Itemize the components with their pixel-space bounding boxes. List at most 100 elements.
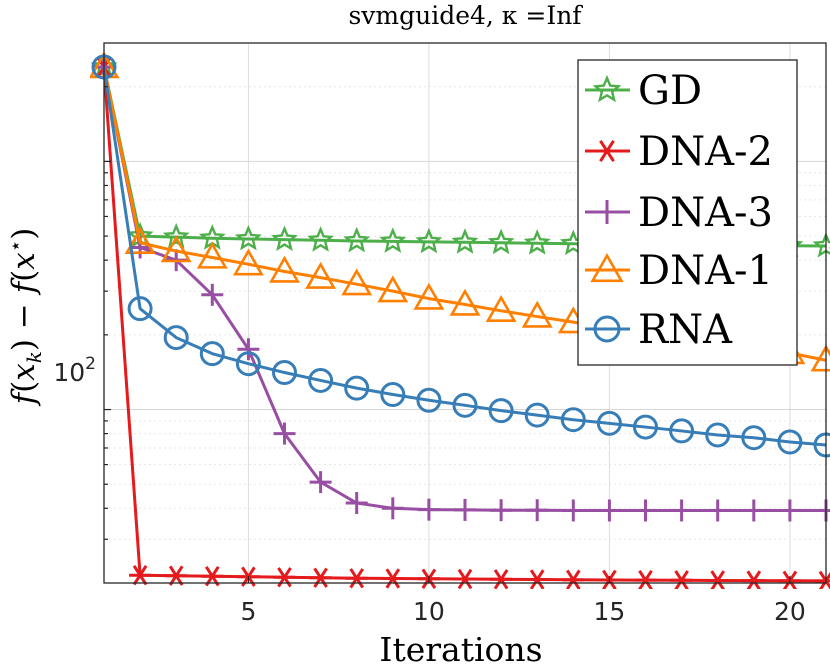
y-axis-label: f(xk) − f(x⋆) [3,228,46,407]
data-point-dna-3 [201,283,224,306]
x-tick-label: 10 [413,597,445,626]
data-point-dna-3 [417,498,440,521]
data-point-rna [669,418,695,444]
data-point-rna [741,425,767,451]
legend-item-dna-1: DNA-1 [585,248,773,294]
plot-frame [103,42,827,584]
data-point-rna [633,414,658,440]
data-point-rna [199,341,225,367]
data-point-dna-3 [345,492,368,515]
data-point-dna-1 [232,248,264,276]
data-point-dna-3 [706,499,729,522]
data-point-gd [379,227,407,253]
data-point-dna-3 [562,499,585,522]
data-point-dna-2 [742,570,765,589]
data-point-gd [415,227,443,254]
data-point-dna-1 [124,226,156,254]
data-point-dna-2 [345,568,368,589]
data-point-rna [344,375,370,401]
legend: GD DNA-2 DNA-3 DNA-1 RNA [577,59,798,366]
data-point-dna-3 [490,499,513,522]
data-point-dna-1 [485,294,517,323]
data-point-dna-1 [449,288,481,316]
data-point-dna-3 [598,499,621,522]
data-point-gd [307,226,335,252]
data-point-rna [560,407,586,433]
legend-label: DNA-1 [638,248,773,294]
x-tick-label: 15 [593,597,625,626]
data-point-rna [127,296,153,322]
data-point-dna-3 [309,471,332,494]
data-point-rna [524,402,550,428]
y-tick-label: 102 [53,354,96,387]
data-point-dna-3 [526,499,549,522]
chart-title: svmguide4, κ =Inf [348,1,583,30]
legend-marker-dna-2 [595,139,619,163]
x-tick-label: 20 [774,597,806,626]
data-point-gd [451,228,479,254]
data-point-dna-2 [381,568,404,589]
data-point-dna-2 [309,567,332,588]
data-point-dna-2 [129,565,152,586]
legend-label: DNA-3 [638,190,773,236]
legend-marker-gd [592,74,622,103]
data-point-dna-1 [269,255,300,283]
data-point-rna [777,429,803,455]
data-point-rna [163,325,189,351]
data-point-dna-2 [706,570,729,589]
data-point-gd [162,223,190,249]
data-point-dna-2 [454,568,476,589]
data-point-dna-3 [273,422,296,445]
legend-item-dna-2: DNA-2 [585,129,773,175]
series-rna [91,54,830,458]
data-point-gd [271,225,298,252]
data-point-dna-1 [341,268,373,296]
data-point-rna [488,398,514,424]
data-point-dna-2 [165,565,188,586]
data-point-gd [343,226,371,253]
data-point-dna-2 [526,569,549,589]
data-point-rna [235,351,261,377]
legend-marker-dna-3 [595,200,619,224]
data-point-dna-2 [670,570,693,589]
legend-marker-dna-1 [590,252,624,283]
data-point-dna-3 [778,499,801,522]
data-point-dna-1 [413,282,445,310]
data-point-dna-1 [521,300,553,328]
legend-item-gd: GD [585,68,702,114]
data-point-dna-3 [237,338,260,361]
data-point-dna-2 [273,567,296,588]
data-point-dna-2 [490,569,513,589]
data-point-gd [234,224,262,251]
data-point-dna-1 [377,275,409,303]
data-point-rna [596,410,622,436]
data-point-gd [487,228,515,255]
data-point-dna-1 [196,241,228,269]
data-point-rna [452,392,478,418]
data-point-dna-3 [815,499,830,522]
data-point-dna-3 [454,498,476,521]
legend-label: GD [638,68,702,114]
data-point-dna-3 [670,499,693,522]
x-tick-label: 5 [240,597,256,626]
x-axis-label: Iterations [379,630,542,666]
data-point-dna-2 [634,569,657,589]
data-point-rna [416,387,442,413]
data-point-rna [705,422,731,448]
legend-item-dna-3: DNA-3 [585,190,773,236]
data-point-rna [308,367,334,393]
data-point-dna-3 [742,499,765,522]
legend-marker-rna [593,315,621,343]
data-point-dna-1 [160,235,192,263]
data-point-rna [272,360,297,386]
legend-label: RNA [638,307,733,353]
data-point-dna-2 [815,570,830,589]
legend-label: DNA-2 [638,129,773,175]
ticks: 5 10 15 20 [104,86,806,626]
data-point-dna-2 [562,569,585,589]
data-point-rna [380,381,406,407]
data-point-gd [523,229,551,255]
data-point-dna-3 [381,497,404,520]
data-point-dna-1 [305,261,337,289]
